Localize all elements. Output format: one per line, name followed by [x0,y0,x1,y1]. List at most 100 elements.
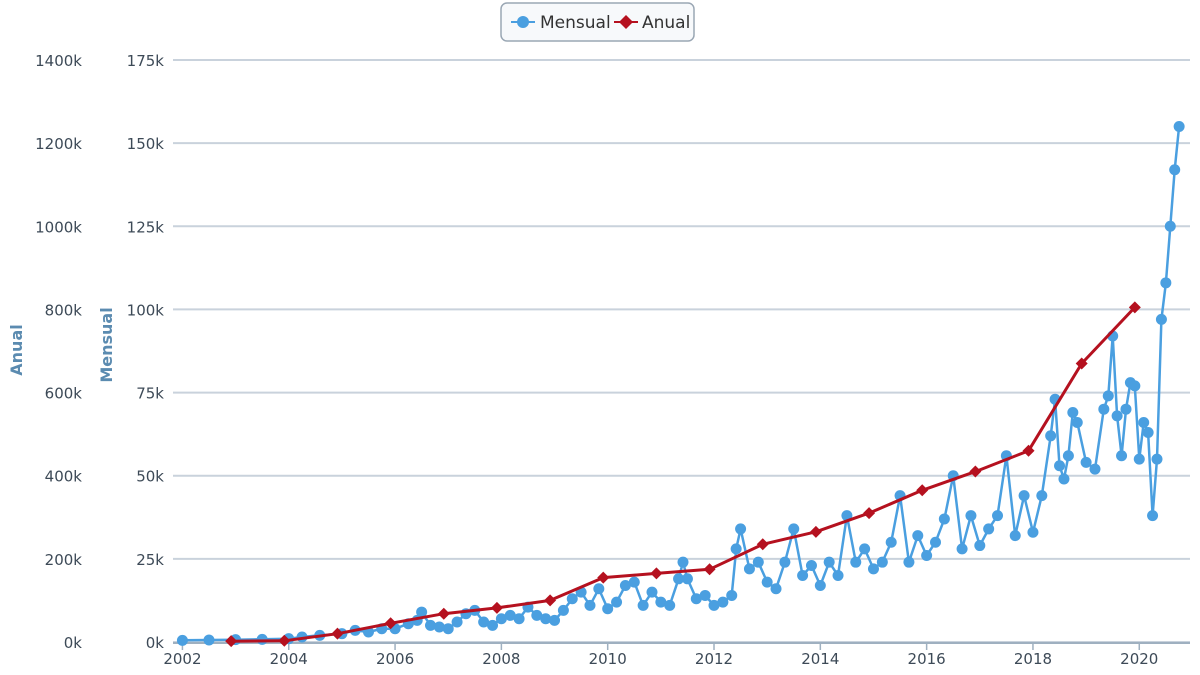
anual-point [278,634,291,647]
mensual-point [1018,490,1030,502]
mensual-point [1009,530,1021,542]
mensual-point [1133,453,1145,465]
anual-point [969,465,982,478]
mensual-point [1169,164,1181,176]
mensual-point [797,569,809,581]
mensual-point [256,633,268,645]
x-axis-ticks: 2002 2004 2006 2008 2010 2012 2014 2016 2018 2020 [163,642,1190,668]
mensual-point [566,593,578,605]
legend-mensual-label[interactable]: Mensual [540,13,611,33]
anual-point [650,567,663,580]
anual-point [916,484,929,497]
left-tick-label: 1200k [35,135,82,153]
mensual-point [1067,407,1079,419]
mensual-point [1160,277,1172,289]
mensual-point [619,579,631,591]
mensual-point [761,576,773,588]
right-tick-label: 125k [127,218,165,236]
x-tick-label: 2004 [270,650,308,668]
mensual-point [1054,460,1066,472]
mensual-point [433,621,445,633]
mensual-point [655,596,667,608]
mensual-point [1142,426,1154,438]
mensual-point [495,613,507,625]
mensual-point [779,556,791,568]
mensual-point [814,579,826,591]
mensual-point [593,583,605,595]
left-tick-label: 1000k [35,218,82,236]
legend-mensual-marker [517,16,529,28]
mensual-point [451,616,463,628]
x-tick-label: 2014 [801,650,839,668]
mensual-point [1071,417,1083,429]
anual-point [544,594,557,607]
legend-box [500,2,695,42]
anual-point [225,635,238,648]
mensual-point [805,560,817,572]
mensual-point [425,619,436,631]
mensual-point [1120,403,1132,415]
mensual-point [1151,453,1163,465]
mensual-point [504,609,516,621]
mensual-point [1138,417,1150,429]
mensual-point [416,606,428,618]
mensual-point [1129,380,1141,392]
mensual-point [717,596,729,608]
mensual-point [557,604,569,616]
left-tick-label: 200k [45,551,83,569]
series-mensual [176,121,1185,646]
mensual-point [735,523,747,535]
mensual-point [176,634,188,646]
mensual-point [549,614,561,626]
mensual-point [974,540,986,552]
left-tick-label: 400k [45,468,83,486]
mensual-point [903,556,915,568]
legend-anual-label[interactable]: Anual [642,13,690,33]
mensual-point [859,543,871,555]
mensual-point [885,536,897,548]
left-tick-label: 0k [64,634,83,652]
mensual-point [1116,450,1128,462]
mensual-point [708,599,720,611]
legend[interactable]: Mensual Anual [500,2,695,42]
mensual-point [513,613,525,625]
mensual-point [1155,313,1167,325]
right-tick-label: 175k [127,52,165,70]
mensual-point [1102,390,1114,402]
mensual-point [770,583,782,595]
anual-point [384,617,397,630]
mensual-point [956,543,968,555]
x-tick-label: 2020 [1120,650,1158,668]
mensual-point [1027,526,1039,538]
right-tick-label: 25k [136,551,164,569]
anual-point [863,507,876,520]
mensual-point [876,556,888,568]
mensual-point [637,599,649,611]
anual-point [490,601,503,614]
mensual-point [690,593,702,605]
right-tick-label: 100k [127,301,165,319]
mensual-point [646,586,658,598]
mensual-point [628,576,640,588]
anual-point [597,571,610,584]
series-layer [176,121,1185,648]
left-tick-label: 800k [45,301,83,319]
mensual-point [912,530,924,542]
mensual-point [478,616,490,628]
mensual-point [965,510,977,522]
mensual-point [1147,510,1159,522]
right-axis-title: Mensual [97,307,116,382]
mensual-point [983,523,995,535]
mensual-point [699,589,711,601]
mensual-point [1036,490,1048,502]
anual-point [809,525,822,538]
mensual-point [992,510,1004,522]
x-tick-label: 2018 [1014,650,1052,668]
mensual-point [584,599,596,611]
anual-point [1075,357,1088,370]
anual-point [331,627,344,640]
series-anual [225,301,1141,648]
x-tick-label: 2008 [482,650,520,668]
x-tick-label: 2016 [908,650,946,668]
mensual-point [1173,121,1185,133]
